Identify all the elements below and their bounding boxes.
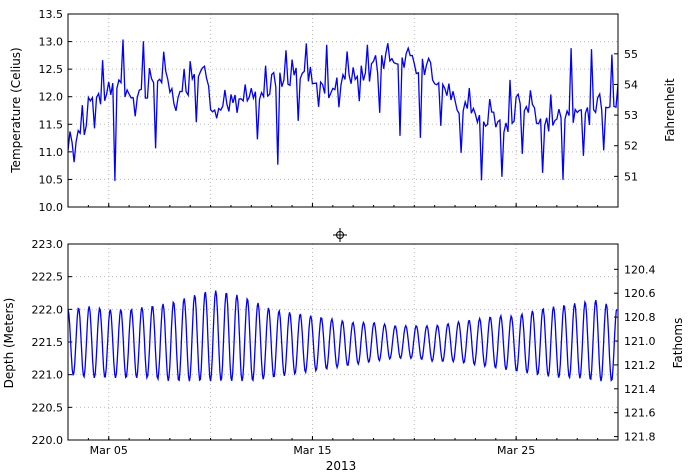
depth-panel: 220.0 220.5 221.0 221.5 222.0 222.5 223.0 120.… <box>2 238 685 473</box>
y-tick-label: 10.0 <box>39 201 64 214</box>
temperature-series-line <box>68 39 618 181</box>
x-tick-label: Mar 05 <box>90 444 128 457</box>
right-tick-label: 51 <box>624 170 638 183</box>
fathoms-y-label: Fathoms <box>671 318 685 369</box>
y-tick-label: 10.5 <box>39 173 64 186</box>
temperature-y-label: Temperature (Celius) <box>9 47 23 173</box>
y-tick-label: 220.0 <box>32 434 64 447</box>
y-tick-label: 220.5 <box>32 401 64 414</box>
right-tick-label: 54 <box>624 78 638 91</box>
y-tick-label: 222.5 <box>32 271 64 284</box>
fahrenheit-ticks: 51 52 53 54 55 <box>614 48 638 183</box>
y-tick-label: 12.0 <box>39 91 64 104</box>
right-tick-label: 120.6 <box>624 287 656 300</box>
y-tick-label: 221.5 <box>32 336 64 349</box>
depth-grid <box>68 243 618 441</box>
y-tick-label: 221.0 <box>32 369 64 382</box>
crosshair-cursor-icon[interactable] <box>333 228 347 242</box>
right-tick-label: 121.8 <box>624 431 656 444</box>
y-tick-label: 13.5 <box>39 8 64 21</box>
depth-axes-frame <box>67 243 619 441</box>
temperature-x-tick-marks <box>67 203 619 207</box>
y-tick-label: 11.5 <box>39 118 64 131</box>
y-tick-label: 13.0 <box>39 36 64 49</box>
right-tick-label: 121.2 <box>624 359 656 372</box>
right-tick-label: 120.8 <box>624 311 656 324</box>
y-tick-label: 12.5 <box>39 63 64 76</box>
right-tick-label: 52 <box>624 140 638 153</box>
right-tick-label: 120.4 <box>624 263 656 276</box>
y-tick-label: 223.0 <box>32 238 64 251</box>
temperature-grid <box>68 13 618 208</box>
temperature-y-ticks: 10.0 10.5 11.0 11.5 12.0 12.5 13.0 13.5 <box>39 8 72 214</box>
depth-y-label: Depth (Meters) <box>2 298 16 389</box>
depth-x-ticks: Mar 05 Mar 15 Mar 25 <box>67 436 619 457</box>
right-tick-label: 55 <box>624 48 638 61</box>
depth-series-line <box>68 290 618 382</box>
temperature-axes-frame <box>67 13 619 208</box>
fathoms-ticks: 120.4 120.6 120.8 121.0 121.2 121.4 121.6 121.8 <box>614 263 656 444</box>
x-axis-label: 2013 <box>326 459 357 473</box>
right-tick-label: 121.0 <box>624 335 656 348</box>
y-tick-label: 222.0 <box>32 303 64 316</box>
x-tick-label: Mar 15 <box>293 444 331 457</box>
right-tick-label: 53 <box>624 109 638 122</box>
depth-y-ticks: 220.0 220.5 221.0 221.5 222.0 222.5 223.0 <box>32 238 72 447</box>
x-tick-label: Mar 25 <box>497 444 535 457</box>
right-tick-label: 121.6 <box>624 407 656 420</box>
y-tick-label: 11.0 <box>39 146 64 159</box>
temperature-panel: 10.010.511.011.512.012.513.013.5 5152535… <box>9 8 677 214</box>
right-tick-label: 121.4 <box>624 383 656 396</box>
fahrenheit-y-label: Fahrenheit <box>663 78 677 142</box>
